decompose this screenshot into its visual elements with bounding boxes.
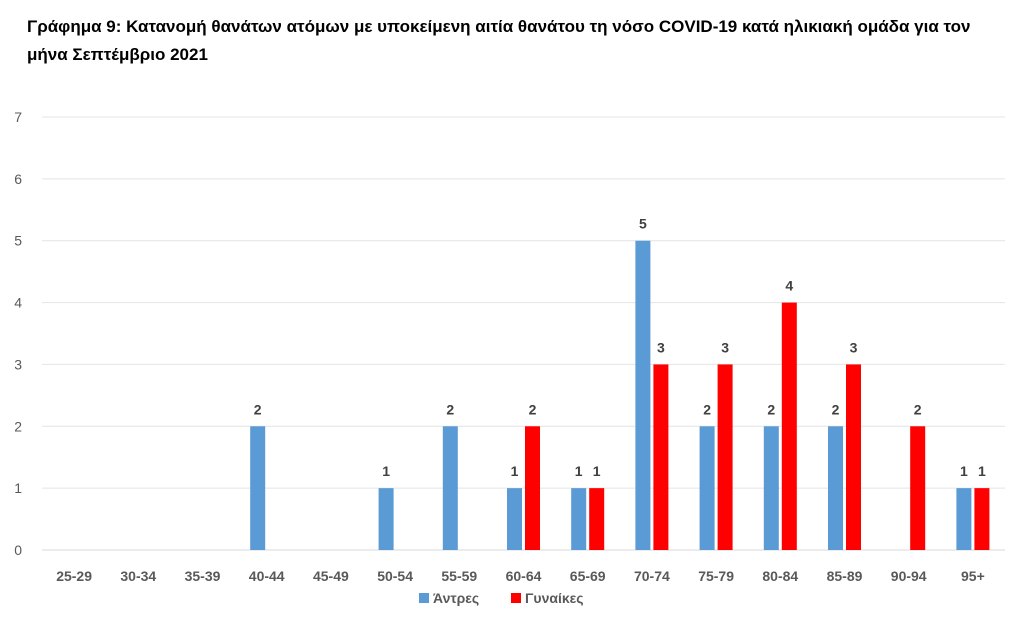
data-label: 5 bbox=[639, 216, 647, 232]
data-label: 2 bbox=[914, 401, 922, 417]
y-tick-label: 7 bbox=[14, 109, 22, 125]
data-label: 2 bbox=[446, 401, 454, 417]
x-tick-label: 75-79 bbox=[698, 568, 734, 584]
x-tick-label: 60-64 bbox=[506, 568, 542, 584]
data-label: 1 bbox=[960, 463, 968, 479]
bar-women bbox=[910, 426, 926, 550]
x-tick-label: 40-44 bbox=[249, 568, 285, 584]
data-label: 1 bbox=[593, 463, 601, 479]
data-label: 3 bbox=[850, 339, 858, 355]
data-label: 1 bbox=[978, 463, 986, 479]
bar-men bbox=[378, 488, 394, 550]
y-tick-label: 3 bbox=[14, 356, 22, 372]
bar-men bbox=[635, 240, 651, 550]
x-tick-label: 95+ bbox=[961, 568, 985, 584]
y-tick-label: 4 bbox=[14, 295, 22, 311]
x-tick-label: 70-74 bbox=[634, 568, 670, 584]
y-tick-label: 1 bbox=[14, 480, 22, 496]
chart-title: Γράφημα 9: Κατανομή θανάτων ατόμων με υπ… bbox=[27, 17, 971, 64]
bar-men bbox=[828, 426, 843, 550]
x-tick-label: 50-54 bbox=[377, 568, 413, 584]
bar-women bbox=[717, 364, 733, 550]
bar-men bbox=[507, 488, 522, 550]
bar-women bbox=[525, 426, 540, 550]
bar-women bbox=[846, 364, 861, 550]
x-tick-label: 85-89 bbox=[827, 568, 863, 584]
bar-men bbox=[763, 426, 779, 550]
data-label: 2 bbox=[529, 401, 537, 417]
y-tick-label: 5 bbox=[14, 233, 22, 249]
data-label: 2 bbox=[832, 401, 840, 417]
legend-men-label: Άντρες bbox=[433, 590, 479, 606]
legend-men-swatch bbox=[419, 593, 429, 603]
x-tick-label: 65-69 bbox=[570, 568, 606, 584]
bar-women bbox=[589, 488, 605, 550]
x-tick-label: 25-29 bbox=[56, 568, 92, 584]
data-label: 2 bbox=[767, 401, 775, 417]
bar-women bbox=[781, 302, 797, 550]
bar-men bbox=[571, 488, 587, 550]
x-tick-label: 80-84 bbox=[762, 568, 798, 584]
y-tick-label: 2 bbox=[14, 418, 22, 434]
data-label: 1 bbox=[382, 463, 390, 479]
bar-men bbox=[250, 426, 266, 550]
data-label: 2 bbox=[254, 401, 262, 417]
x-tick-label: 35-39 bbox=[185, 568, 221, 584]
y-tick-label: 6 bbox=[14, 171, 22, 187]
data-label: 1 bbox=[575, 463, 583, 479]
y-tick-label: 0 bbox=[14, 542, 22, 558]
bar-men bbox=[699, 426, 715, 550]
data-label: 4 bbox=[785, 278, 793, 294]
data-label: 2 bbox=[703, 401, 711, 417]
x-tick-label: 55-59 bbox=[441, 568, 477, 584]
bar-men bbox=[956, 488, 972, 550]
x-tick-label: 30-34 bbox=[120, 568, 156, 584]
legend-women-label: Γυναίκες bbox=[525, 590, 584, 606]
data-label: 3 bbox=[657, 339, 665, 355]
bar-women bbox=[974, 488, 990, 550]
data-label: 3 bbox=[721, 339, 729, 355]
x-tick-label: 45-49 bbox=[313, 568, 349, 584]
bar-women bbox=[653, 364, 669, 550]
x-tick-label: 90-94 bbox=[891, 568, 927, 584]
bar-men bbox=[442, 426, 458, 550]
legend-women-swatch bbox=[511, 593, 521, 603]
data-label: 1 bbox=[511, 463, 519, 479]
